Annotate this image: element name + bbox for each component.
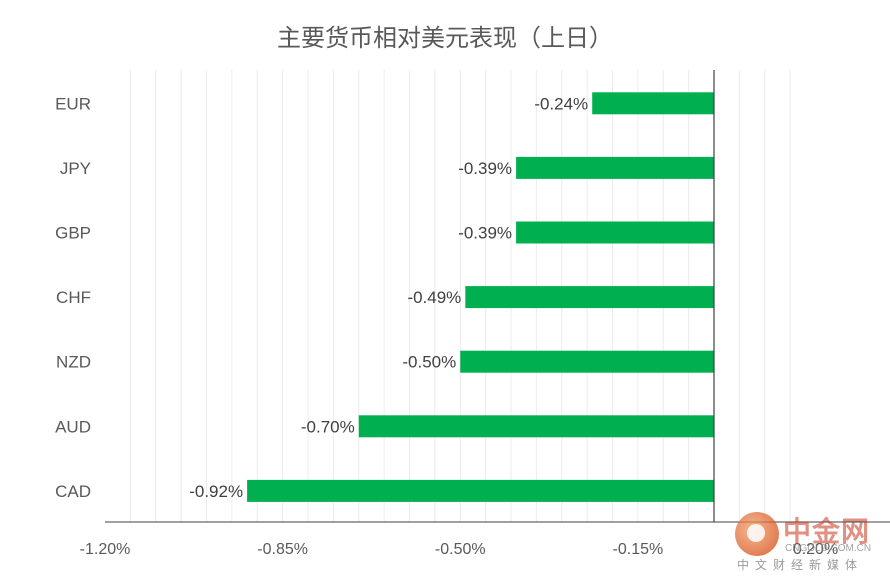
x-tick-label: -0.15% [613,541,664,558]
bar-gbp [516,221,714,244]
watermark-name: 中金网 [783,515,871,548]
bar-jpy [516,156,714,179]
chart-title: 主要货币相对美元表现（上日） [277,24,613,52]
data-label: -0.49% [407,288,461,307]
x-tick-label: -0.85% [257,541,308,558]
data-label: -0.50% [402,353,456,372]
labels: EUR -0.24% JPY -0.39% GBP -0.39% CHF -0.49% NZD -… [55,94,838,558]
x-tick-label: 0.20% [793,541,838,558]
data-label: -0.39% [458,159,512,178]
category-label: NZD [56,353,91,372]
x-tick-label: -0.50% [435,541,486,558]
watermark-logo-icon [735,512,779,556]
x-tick-label: -1.20% [80,541,131,558]
bar-eur [592,92,714,115]
category-label: CAD [55,482,91,501]
watermark-subtitle: 中文财经新媒体 [737,558,864,572]
data-label: -0.39% [458,224,512,243]
category-label: EUR [55,94,91,113]
watermark: 中金网 CNGOLD.COM.CN 中文财经新媒体 [735,510,885,574]
bars [247,92,714,502]
data-label: -0.92% [189,482,243,501]
category-label: GBP [55,224,91,243]
watermark-domain: CNGOLD.COM.CN [785,543,872,554]
category-label: AUD [55,417,91,436]
bar-aud [358,415,714,438]
bar-nzd [460,350,714,373]
data-label: -0.70% [301,417,355,436]
data-label: -0.24% [534,94,588,113]
category-label: CHF [56,288,91,307]
bar-cad [247,479,714,502]
category-label: JPY [60,159,91,178]
bar-chf [465,286,714,309]
